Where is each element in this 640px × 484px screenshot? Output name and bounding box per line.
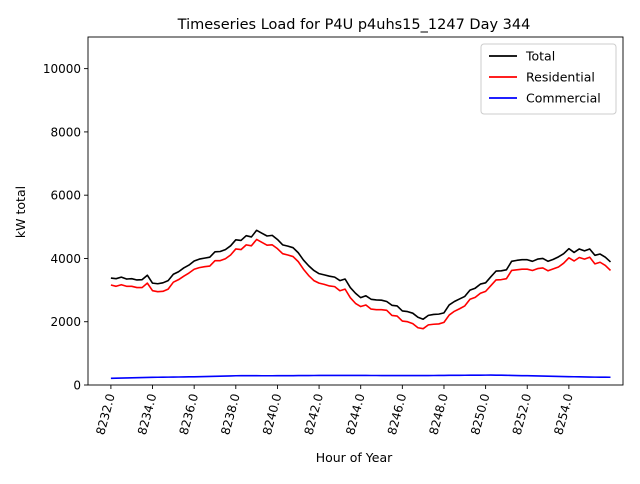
y-tick-label: 4000	[50, 252, 81, 266]
axes-frame	[87, 36, 624, 386]
axes-border	[87, 36, 624, 386]
y-tick-label: 10000	[43, 62, 81, 76]
series-line-commercial	[110, 374, 611, 380]
series-line-residential	[110, 238, 612, 330]
y-tick-label: 0	[73, 379, 81, 393]
x-axis-label: Hour of Year	[316, 450, 393, 465]
series-line-total	[110, 229, 612, 321]
legend-box	[480, 43, 617, 115]
y-tick-label: 6000	[50, 189, 81, 203]
chart-title: Timeseries Load for P4U p4uhs15_1247 Day…	[177, 17, 531, 33]
legend-label-commercial: Commercial	[526, 91, 601, 106]
y-axis-label: kW total	[13, 186, 28, 238]
series-layer	[110, 229, 612, 380]
legend: Total Residential Commercial	[480, 43, 617, 115]
y-tick-label: 8000	[50, 125, 81, 139]
legend-label-residential: Residential	[526, 70, 595, 85]
y-tick-label: 2000	[50, 315, 81, 329]
y-axis-ticks: 0 2000 4000 6000 8000 10000	[43, 62, 88, 393]
legend-label-total: Total	[525, 49, 555, 64]
